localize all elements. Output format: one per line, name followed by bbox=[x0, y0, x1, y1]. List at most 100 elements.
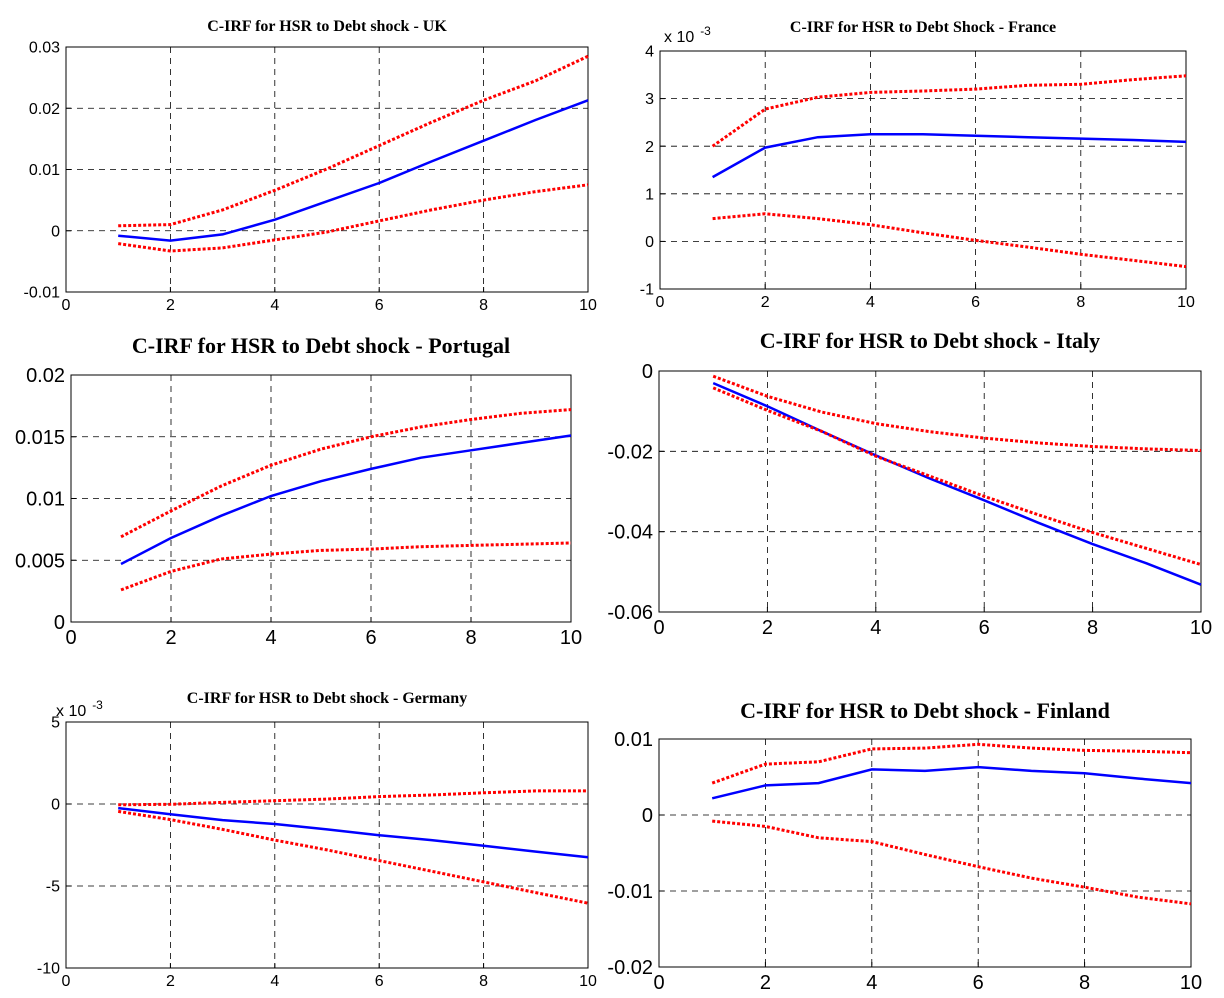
y-tick-label: 0.02 bbox=[26, 365, 65, 387]
x-tick-label: 4 bbox=[270, 973, 279, 990]
x-tick-label: 4 bbox=[265, 627, 276, 649]
y-tick-label: 0 bbox=[645, 234, 654, 251]
upper-band-line bbox=[712, 374, 1202, 452]
panel-portugal: C-IRF for HSR to Debt shock - Portugal 0 2… bbox=[15, 333, 582, 649]
lower-band-line bbox=[712, 212, 1187, 269]
irf-line bbox=[120, 434, 572, 566]
irf-line bbox=[712, 381, 1202, 586]
panel-germany: C-IRF for HSR to Debt shock - Germany 0 2 4… bbox=[37, 690, 597, 990]
irf-line bbox=[118, 99, 589, 242]
panel-title: C-IRF for HSR to Debt shock - Italy bbox=[760, 328, 1100, 353]
y-tick-label: 0.01 bbox=[26, 489, 65, 511]
panel-france: C-IRF for HSR to Debt Shock - France 0 2 4 6… bbox=[640, 19, 1195, 311]
y-tick-label: -0.06 bbox=[607, 602, 653, 624]
y-tick-label: 0 bbox=[642, 805, 653, 827]
y-tick-label: -10 bbox=[37, 961, 60, 978]
x-tick-label: 0 bbox=[62, 297, 71, 314]
axis-exponent-power: -3 bbox=[700, 24, 711, 38]
irf-line bbox=[711, 765, 1192, 800]
panel-finland: C-IRF for HSR to Debt shock - Finland 0 2 4… bbox=[607, 698, 1202, 994]
x-tick-label: 8 bbox=[479, 973, 488, 990]
x-tick-label: 0 bbox=[653, 617, 664, 639]
axis-exponent-label: x 10 bbox=[56, 703, 86, 720]
x-tick-label: 4 bbox=[870, 617, 881, 639]
plot-frame bbox=[659, 50, 1187, 290]
y-tick-label: 3 bbox=[645, 91, 654, 108]
y-tick-label: 0.015 bbox=[15, 427, 65, 449]
panel-title: C-IRF for HSR to Debt Shock - France bbox=[790, 19, 1056, 36]
x-tick-label: 2 bbox=[166, 297, 175, 314]
panel-title: C-IRF for HSR to Debt shock - Finland bbox=[740, 698, 1110, 723]
x-tick-label: 0 bbox=[653, 972, 664, 994]
y-tick-label: -0.04 bbox=[607, 522, 653, 544]
y-tick-label: 0 bbox=[54, 612, 65, 634]
upper-band-line bbox=[118, 789, 588, 807]
x-tick-label: 10 bbox=[1180, 972, 1202, 994]
panel-title: C-IRF for HSR to Debt shock - UK bbox=[207, 18, 447, 35]
x-tick-label: 2 bbox=[762, 617, 773, 639]
irf-line bbox=[711, 133, 1187, 179]
panel-italy: C-IRF for HSR to Debt shock - Italy 0 2 4 6 8… bbox=[607, 328, 1212, 639]
y-tick-label: 0.005 bbox=[15, 550, 65, 572]
x-tick-label: 6 bbox=[973, 972, 984, 994]
x-tick-label: 6 bbox=[375, 973, 384, 990]
x-tick-label: 8 bbox=[1087, 617, 1098, 639]
lower-band-line bbox=[117, 183, 589, 253]
y-tick-label: -0.01 bbox=[607, 881, 653, 903]
x-tick-label: 6 bbox=[971, 294, 980, 311]
lower-band-line bbox=[712, 386, 1202, 567]
x-tick-label: 8 bbox=[479, 297, 488, 314]
x-tick-label: 10 bbox=[579, 973, 597, 990]
x-tick-label: 4 bbox=[866, 972, 877, 994]
y-tick-label: -0.02 bbox=[607, 441, 653, 463]
x-tick-label: 0 bbox=[62, 973, 71, 990]
y-tick-label: 2 bbox=[645, 139, 654, 156]
x-tick-label: 6 bbox=[979, 617, 990, 639]
y-tick-label: -0.01 bbox=[24, 285, 61, 302]
lower-band-line bbox=[120, 541, 572, 592]
x-tick-label: 8 bbox=[465, 627, 476, 649]
x-tick-label: 2 bbox=[761, 294, 770, 311]
upper-band-line bbox=[120, 408, 572, 539]
y-tick-label: 0.01 bbox=[29, 162, 60, 179]
panel-title: C-IRF for HSR to Debt shock - Germany bbox=[187, 690, 467, 707]
x-tick-label: 2 bbox=[166, 973, 175, 990]
plot-frame bbox=[658, 370, 1202, 613]
y-tick-label: 1 bbox=[645, 186, 654, 203]
x-tick-label: 4 bbox=[866, 294, 875, 311]
x-tick-label: 6 bbox=[375, 297, 384, 314]
y-tick-label: -5 bbox=[46, 879, 60, 896]
panel-uk: C-IRF for HSR to Debt shock - UK 0 2 4 6 8 10 -… bbox=[24, 18, 597, 314]
plot-frame bbox=[65, 721, 589, 969]
x-tick-label: 4 bbox=[270, 297, 279, 314]
x-tick-label: 2 bbox=[760, 972, 771, 994]
x-tick-label: 0 bbox=[65, 627, 76, 649]
y-tick-label: 0.02 bbox=[29, 101, 60, 118]
upper-band-line bbox=[711, 74, 1187, 148]
x-tick-label: 8 bbox=[1076, 294, 1085, 311]
x-tick-label: 10 bbox=[1177, 294, 1195, 311]
x-tick-label: 6 bbox=[365, 627, 376, 649]
panel-title: C-IRF for HSR to Debt shock - Portugal bbox=[132, 333, 510, 358]
y-tick-label: 0 bbox=[642, 361, 653, 383]
upper-band-line bbox=[118, 54, 589, 228]
x-tick-label: 10 bbox=[1190, 617, 1212, 639]
y-tick-label: 0 bbox=[51, 223, 60, 240]
irf-line bbox=[118, 806, 589, 859]
plot-frame bbox=[70, 374, 572, 623]
y-tick-label: 0.03 bbox=[29, 40, 60, 57]
x-tick-label: 10 bbox=[560, 627, 582, 649]
y-tick-label: -1 bbox=[640, 282, 654, 299]
x-tick-label: 0 bbox=[656, 294, 665, 311]
x-tick-label: 8 bbox=[1079, 972, 1090, 994]
lower-band-line bbox=[712, 819, 1192, 906]
x-tick-label: 10 bbox=[579, 297, 597, 314]
y-tick-label: 5 bbox=[51, 715, 60, 732]
y-tick-label: 0.01 bbox=[614, 729, 653, 751]
y-tick-label: 4 bbox=[645, 44, 654, 61]
axis-exponent-power: -3 bbox=[92, 698, 103, 712]
y-tick-label: 0 bbox=[51, 797, 60, 814]
x-tick-label: 2 bbox=[165, 627, 176, 649]
axis-exponent-label: x 10 bbox=[664, 29, 694, 46]
